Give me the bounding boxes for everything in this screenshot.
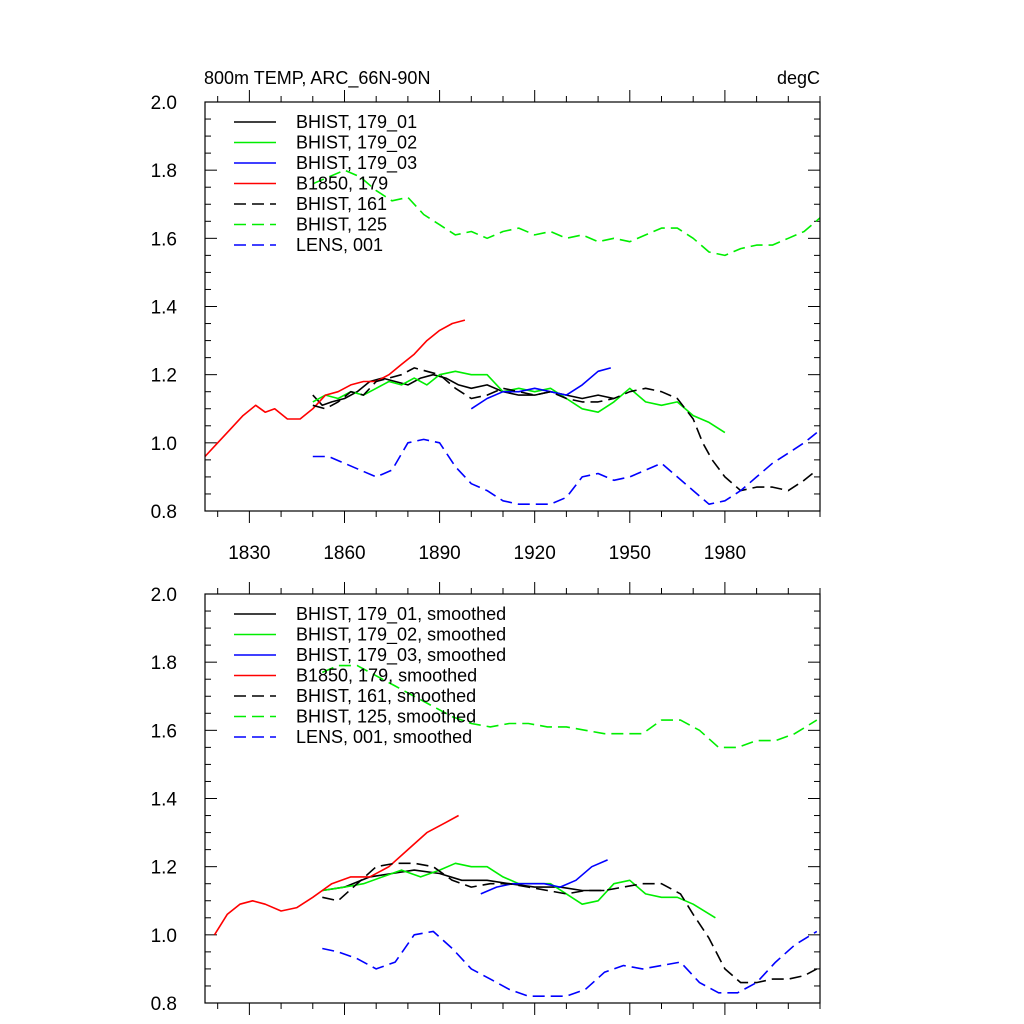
series-line-6 — [312, 431, 818, 506]
y-tick-label: 2.0 — [151, 585, 177, 606]
y-tick-label: 2.0 — [151, 93, 177, 114]
y-tick-label: 1.4 — [151, 790, 178, 811]
x-tick-label: 1830 — [228, 543, 270, 564]
y-tick-label: 1.4 — [151, 298, 178, 319]
legend-label: BHIST, 179_02 — [296, 133, 417, 154]
legend-label: LENS, 001 — [296, 235, 383, 255]
series-line-6 — [322, 930, 818, 998]
x-tick-label: 1980 — [704, 543, 746, 564]
legend-label: BHIST, 179_01, smoothed — [296, 604, 506, 625]
series-line-5 — [312, 169, 821, 257]
legend-label: BHIST, 125 — [296, 215, 387, 235]
legend-label: BHIST, 161 — [296, 194, 387, 214]
y-tick-label: 0.8 — [151, 502, 177, 523]
series-line-5 — [321, 664, 818, 749]
x-tick-label: 1860 — [323, 543, 365, 564]
y-tick-label: 1.6 — [151, 229, 177, 250]
plot-frame — [204, 593, 821, 1004]
x-tick-label: 1950 — [609, 543, 651, 564]
y-tick-label: 1.8 — [151, 161, 177, 182]
legend-label: BHIST, 161, smoothed — [296, 686, 476, 706]
plot-frame — [204, 101, 821, 512]
x-tick-label: 1920 — [514, 543, 556, 564]
x-tick-label: 1890 — [418, 543, 460, 564]
y-tick-label: 1.2 — [151, 858, 177, 879]
legend-label: BHIST, 179_02, smoothed — [296, 625, 506, 646]
series-line-4 — [312, 367, 818, 492]
legend-label: B1850, 179, smoothed — [296, 666, 477, 686]
legend-label: LENS, 001, smoothed — [296, 727, 472, 747]
y-tick-label: 1.0 — [151, 434, 177, 455]
legend-label: B1850, 179 — [296, 174, 388, 194]
series-line-3 — [213, 814, 459, 936]
legend-label: BHIST, 179_03 — [296, 153, 417, 174]
panel-bottom: 0.8 1.0 1.2 1.4 1.6 1.8 2.0 BHIST, 179_01, smo… — [151, 582, 821, 1015]
series-line-2 — [480, 859, 608, 895]
chart-title: 800m TEMP, ARC_66N-90N — [204, 68, 430, 89]
y-tick-label: 1.6 — [151, 721, 177, 742]
y-tick-label: 1.8 — [151, 653, 177, 674]
panel-top: 800m TEMP, ARC_66N-90N degC 0.8 1.0 1.2 1.4… — [151, 68, 821, 564]
series-line-4 — [322, 862, 818, 984]
series-line-2 — [470, 367, 612, 410]
units-label: degC — [777, 68, 820, 88]
series-line-3 — [204, 319, 466, 458]
y-tick-label: 1.2 — [151, 366, 177, 387]
y-tick-label: 0.8 — [151, 994, 177, 1015]
legend-label: BHIST, 179_01 — [296, 112, 417, 133]
legend-label: BHIST, 179_03, smoothed — [296, 645, 506, 666]
y-tick-label: 1.0 — [151, 926, 177, 947]
legend-label: BHIST, 125, smoothed — [296, 707, 476, 727]
